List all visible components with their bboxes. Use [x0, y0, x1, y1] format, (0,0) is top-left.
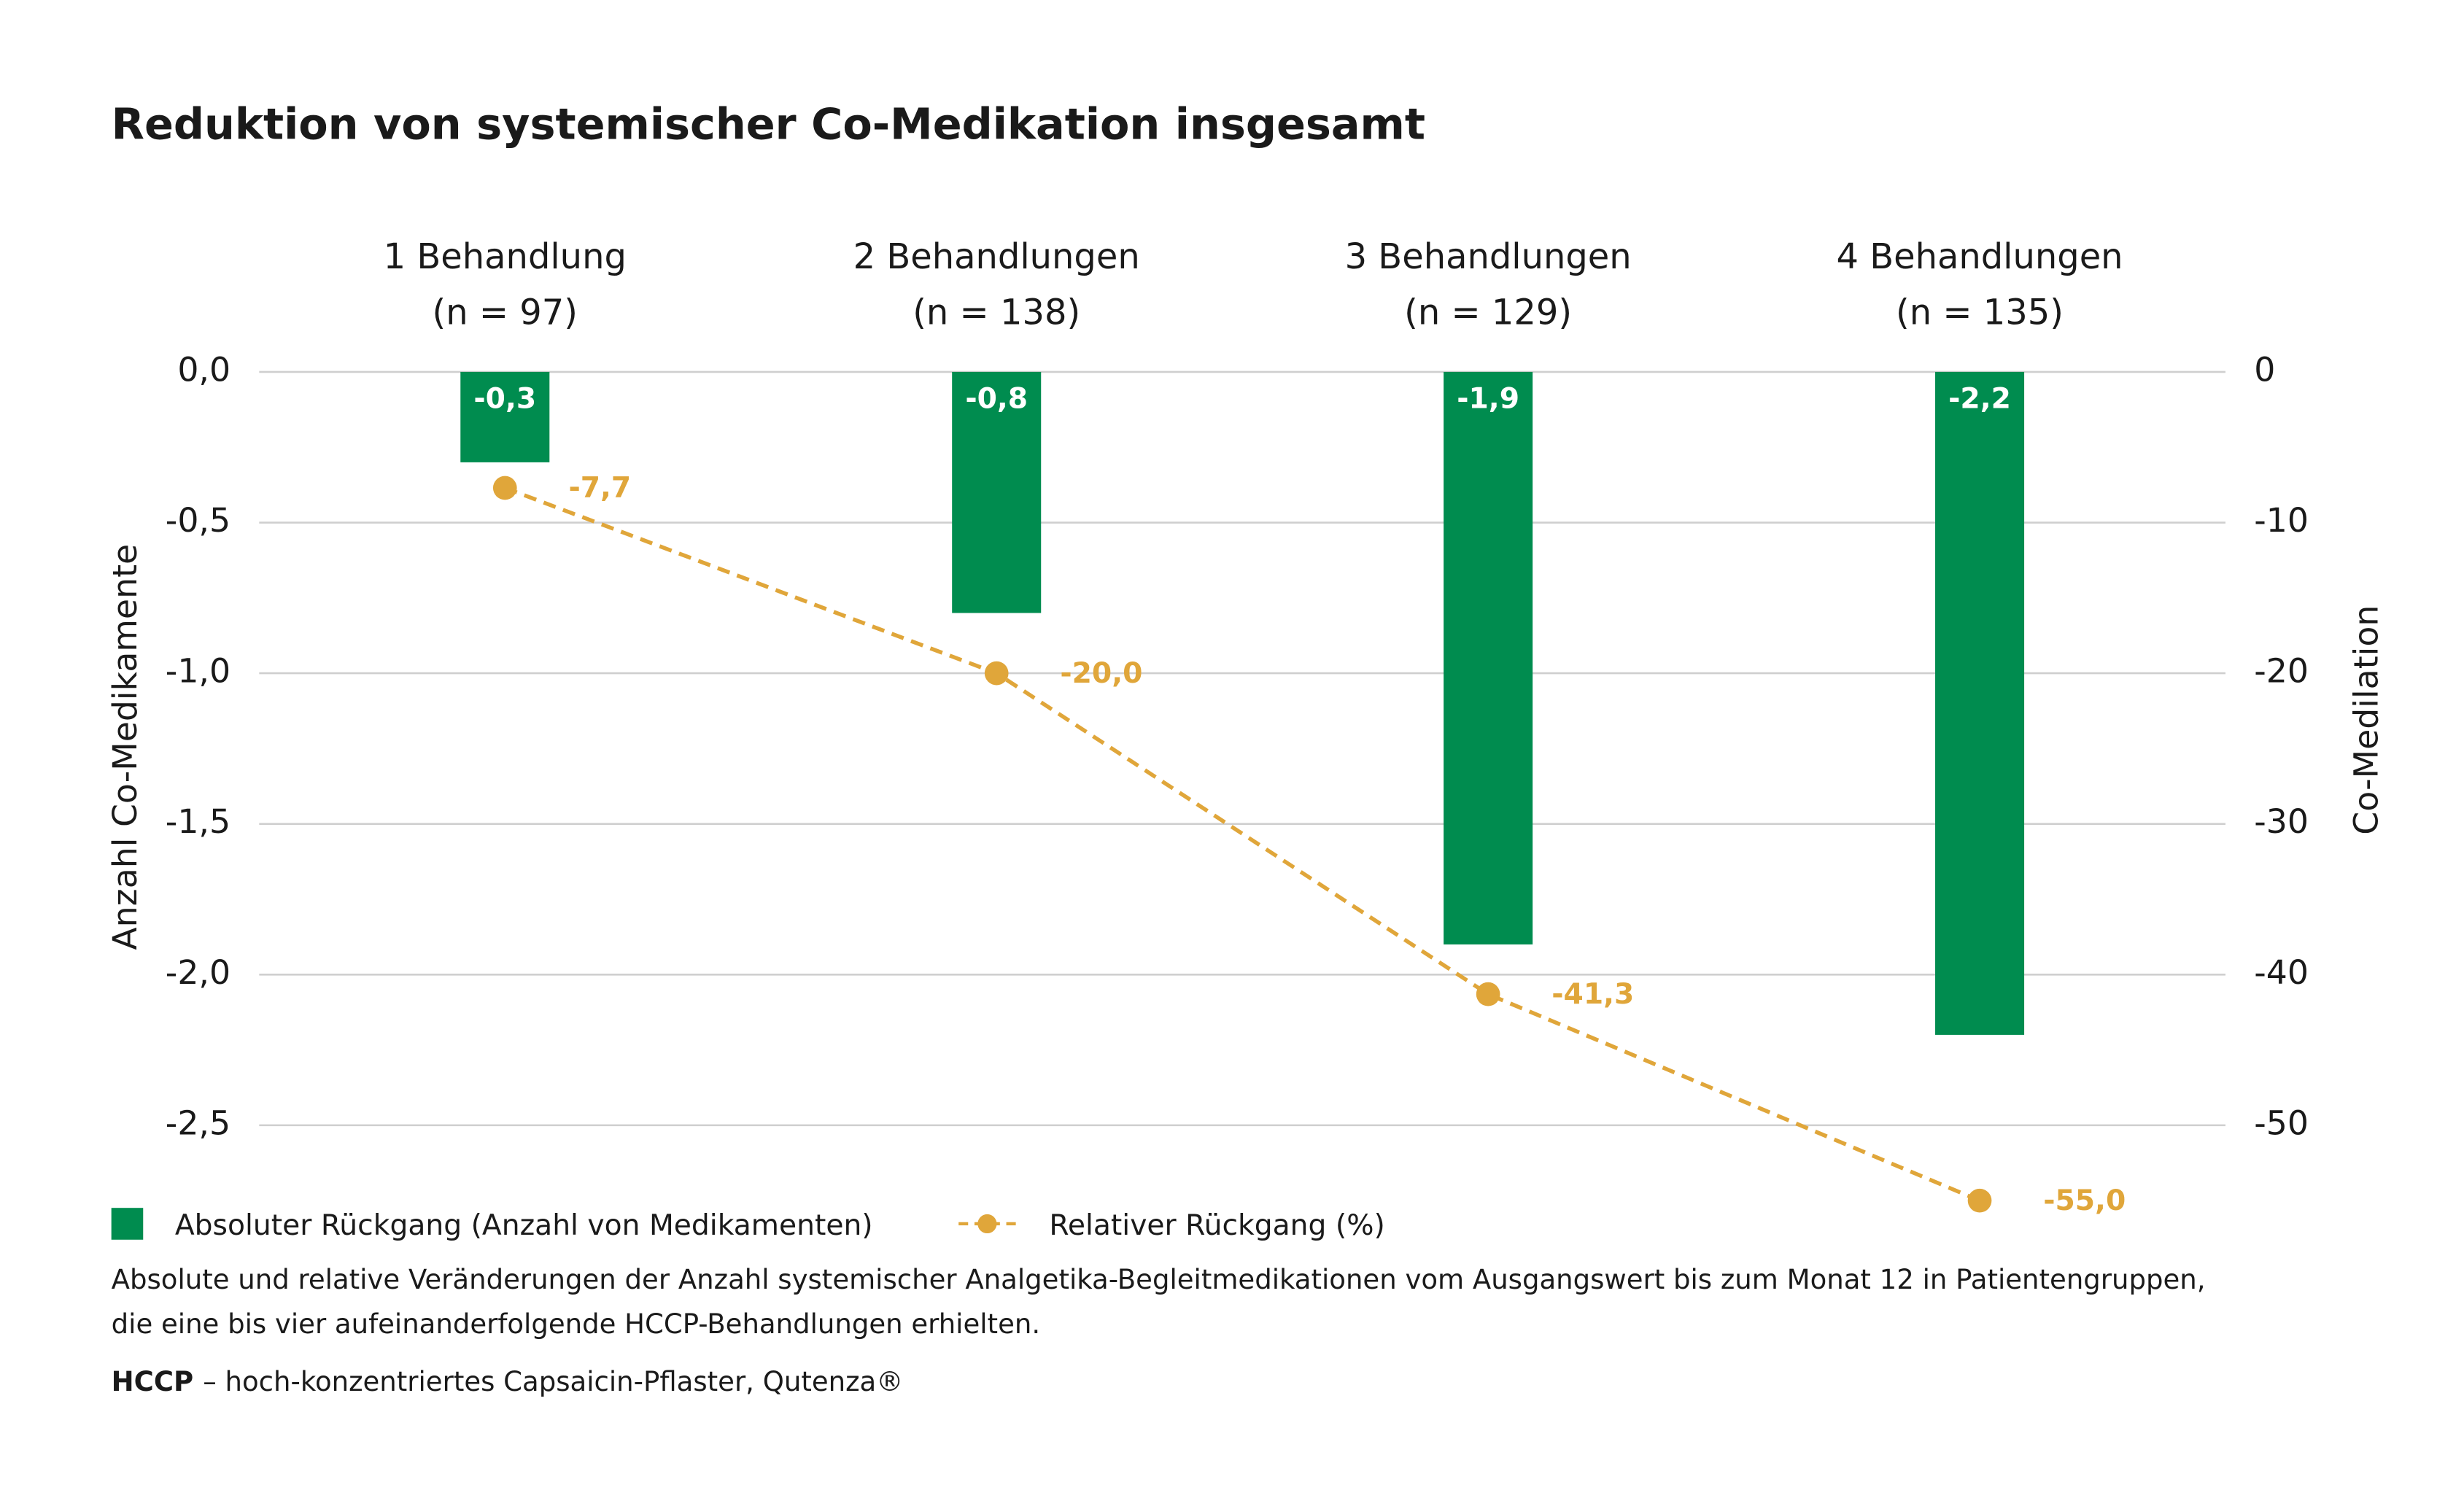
line-value-label: -55,0 — [2043, 1184, 2126, 1217]
x-tick-note: (n = 138) — [913, 292, 1080, 333]
legend-swatch — [977, 1214, 997, 1234]
y2-tick-label: -20 — [2254, 652, 2309, 691]
y-axis-label: Anzahl Co-Medikamente — [106, 544, 144, 950]
y-tick-label: -2,5 — [166, 1103, 230, 1142]
y2-tick-label: -50 — [2254, 1103, 2309, 1142]
bar-value-label: -2,2 — [1948, 383, 2011, 416]
line-marker — [492, 476, 517, 500]
x-tick-note: (n = 129) — [1404, 292, 1572, 333]
line-marker — [1967, 1188, 1992, 1213]
line-value-label: -41,3 — [1551, 978, 1634, 1011]
legend-swatch — [111, 1208, 144, 1240]
y-tick-label: -2,0 — [166, 953, 230, 992]
bar-value-label: -0,3 — [473, 383, 536, 416]
line-marker — [1476, 982, 1500, 1006]
bar-value-label: -1,9 — [1457, 383, 1519, 416]
x-tick-note: (n = 135) — [1896, 292, 2064, 333]
y-tick-label: -0,5 — [166, 501, 230, 540]
y-tick-label: -1,5 — [166, 802, 230, 841]
bar — [952, 371, 1042, 613]
y2-tick-label: -40 — [2254, 953, 2309, 992]
caption: die eine bis vier aufeinanderfolgende HC… — [112, 1308, 1040, 1340]
chart-title: Reduktion von systemischer Co-Medikation… — [112, 98, 1425, 149]
x-tick-note: (n = 97) — [433, 292, 578, 333]
bar — [1444, 371, 1533, 944]
footnote-text: – hoch-konzentriertes Capsaicin-Pflaster… — [203, 1365, 903, 1397]
y2-tick-label: -10 — [2254, 501, 2309, 540]
line-value-label: -7,7 — [568, 472, 631, 505]
y-tick-label: 0,0 — [177, 350, 230, 389]
y2-tick-label: -30 — [2254, 802, 2309, 841]
caption: Absolute und relative Veränderungen der … — [112, 1264, 2206, 1295]
bar — [460, 371, 550, 462]
y-tick-label: -1,0 — [166, 652, 230, 691]
footnote-term: HCCP — [112, 1365, 194, 1397]
legend-label: Relativer Rückgang (%) — [1049, 1209, 1384, 1242]
line-marker — [984, 661, 1009, 686]
y2-tick-label: 0 — [2254, 350, 2275, 389]
legend-label: Absoluter Rückgang (Anzahl von Medikamen… — [175, 1209, 873, 1242]
x-tick-label: 4 Behandlungen — [1837, 237, 2123, 277]
footnote: HCCP – hoch-konzentriertes Capsaicin-Pfla… — [112, 1365, 904, 1397]
line-value-label: -20,0 — [1060, 657, 1142, 690]
bar-value-label: -0,8 — [965, 383, 1028, 416]
x-tick-label: 1 Behandlung — [384, 237, 627, 277]
x-tick-label: 3 Behandlungen — [1345, 237, 1632, 277]
bar — [1935, 371, 2025, 1035]
x-tick-label: 2 Behandlungen — [853, 237, 1140, 277]
y2-axis-label: Co-Medilation — [2347, 605, 2386, 835]
